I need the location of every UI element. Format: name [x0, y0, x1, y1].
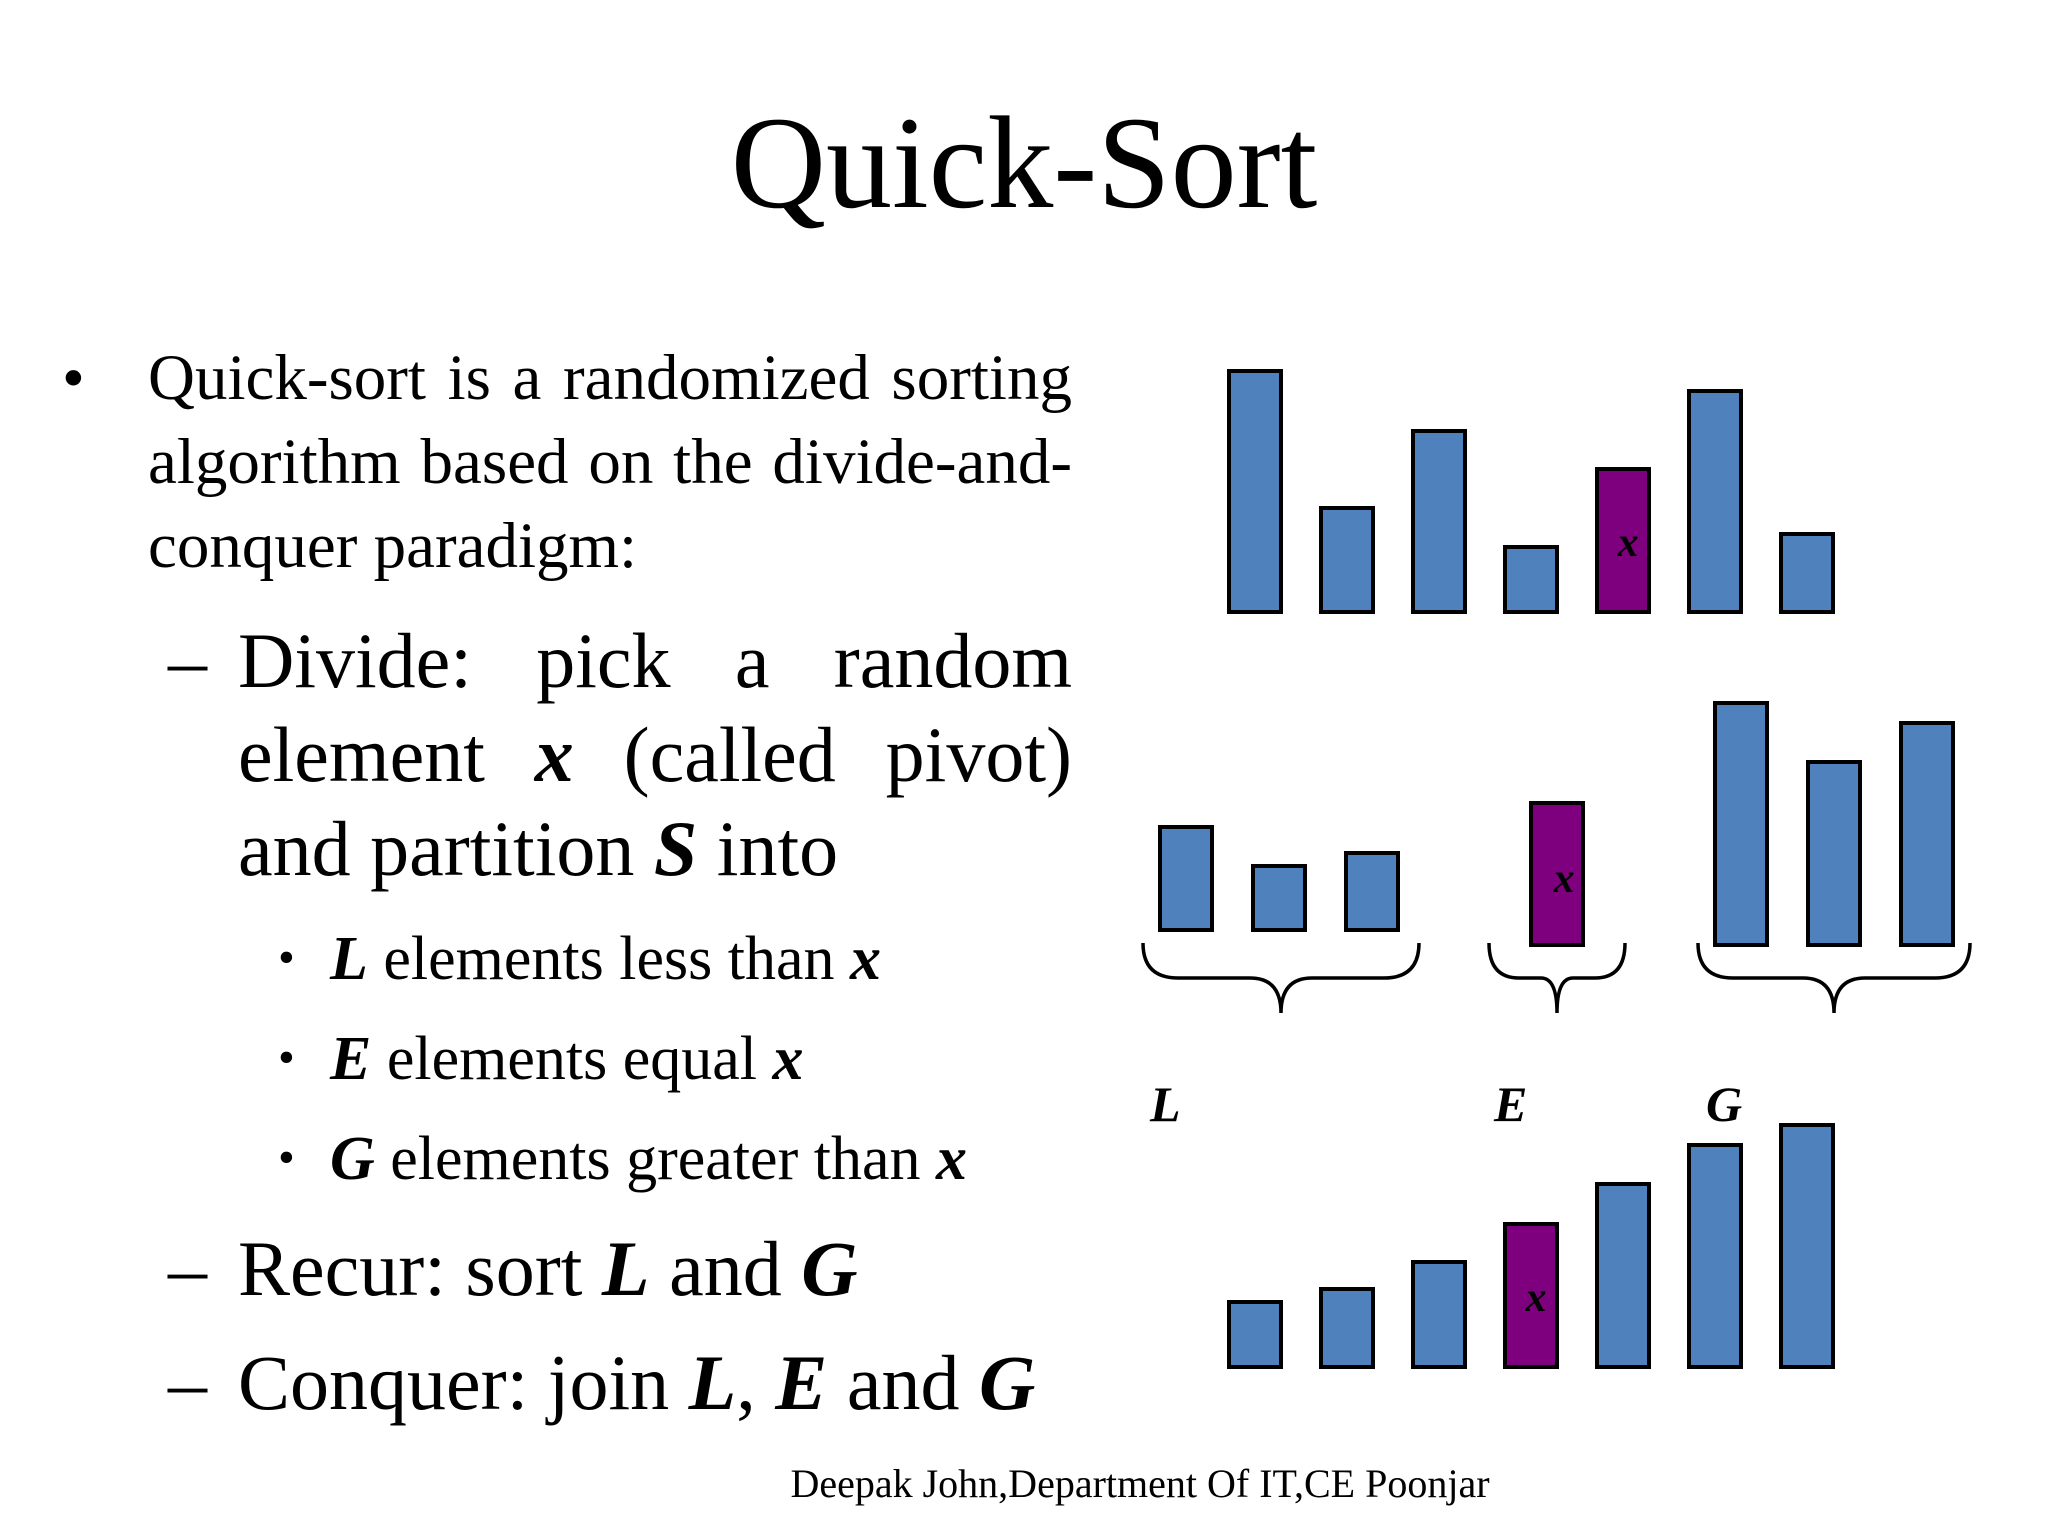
pivot-label: x — [1617, 520, 1639, 566]
conquer-label: Conquer: — [238, 1339, 529, 1426]
element-bar — [1158, 825, 1214, 932]
element-bar — [1899, 721, 1955, 947]
brace-l — [1141, 942, 1421, 1014]
pivot-bar — [1503, 1222, 1559, 1369]
element-bar — [1319, 1287, 1375, 1369]
slide-title: Quick-Sort — [730, 89, 1318, 236]
dash-marker: – — [168, 617, 207, 704]
element-bar — [1251, 864, 1307, 932]
element-bar — [1779, 1123, 1835, 1369]
divide-text: Divide: pick a random element x (called … — [238, 617, 1072, 892]
divide-step: – Divide: pick a random element x (calle… — [168, 614, 1072, 896]
element-bar — [1319, 506, 1375, 614]
pivot-label: x — [1525, 1275, 1547, 1321]
element-bar — [1713, 701, 1769, 947]
group-label-l: L — [1149, 1076, 1181, 1132]
element-bar — [1227, 369, 1283, 614]
dash-marker: – — [168, 1225, 207, 1312]
brace-g — [1696, 942, 1972, 1014]
pivot-label: x — [1553, 856, 1575, 902]
intro-bullet: • Quick-sort is a randomized sorting alg… — [62, 336, 1072, 588]
bullet-marker: • — [62, 342, 85, 414]
element-bar — [1503, 545, 1559, 614]
partition-item-e: • E elements equal x — [278, 1018, 1098, 1099]
recur-step: – Recur: sort L and G — [168, 1222, 1072, 1316]
sorted-row: x — [1227, 1123, 1835, 1369]
pivot-bar — [1595, 467, 1651, 614]
brace-e — [1487, 942, 1627, 1014]
element-bar — [1779, 532, 1835, 614]
element-bar — [1687, 389, 1743, 614]
unsorted-row: x — [1227, 369, 1835, 614]
element-bar — [1806, 760, 1862, 947]
dash-marker: – — [168, 1339, 207, 1426]
element-bar — [1227, 1300, 1283, 1369]
intro-text: Quick-sort is a randomized sorting algor… — [148, 342, 1072, 582]
bullet-marker: • — [278, 1031, 295, 1084]
var-s: S — [653, 805, 698, 892]
element-bar — [1411, 429, 1467, 614]
recur-text: Recur: sort L and G — [238, 1225, 858, 1312]
element-bar — [1344, 851, 1400, 932]
bullet-marker: • — [278, 1131, 295, 1184]
element-bar — [1411, 1260, 1467, 1369]
partition-item-l: • L elements less than x — [278, 918, 1098, 999]
element-bar — [1595, 1182, 1651, 1369]
var-x: x — [534, 711, 574, 798]
group-label-e: E — [1493, 1076, 1527, 1132]
element-bar — [1687, 1143, 1743, 1369]
pivot-bar — [1529, 801, 1585, 947]
group-label-g: G — [1706, 1076, 1742, 1132]
conquer-step: – Conquer: join L, E and G — [168, 1336, 1072, 1430]
divide-label: Divide: — [238, 617, 472, 704]
bullet-marker: • — [278, 931, 295, 984]
conquer-text: Conquer: join L, E and G — [238, 1339, 1036, 1426]
partition-item-g: • G elements greater than x — [278, 1118, 1098, 1199]
slide-footer: Deepak John,Department Of IT,CE Poonjar — [790, 1461, 1490, 1506]
partition-row: x L E G — [1141, 701, 1972, 1132]
recur-label: Recur: — [238, 1225, 446, 1312]
